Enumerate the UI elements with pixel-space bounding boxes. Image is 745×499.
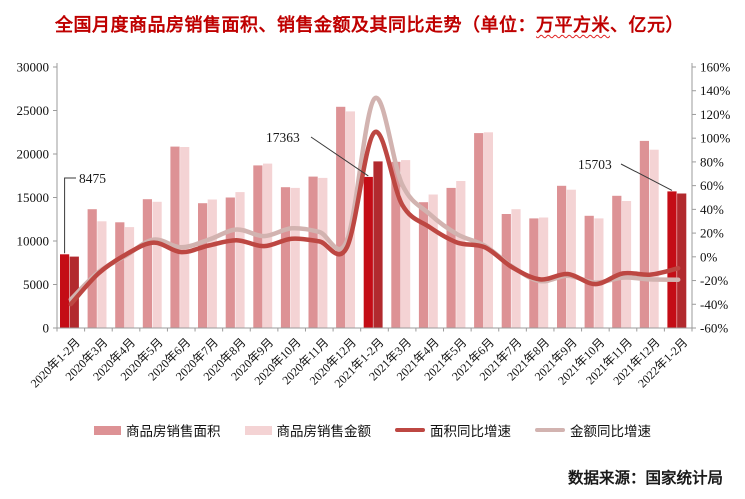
legend-bar-swatch-area: [94, 425, 121, 435]
chart-title-suffix: 、亿元）: [610, 15, 684, 36]
bar-商品房销售金额-2020年11月: [318, 177, 328, 328]
legend-item-area-yoy: 面积同比增速: [395, 420, 511, 440]
bar-商品房销售面积-2021年7月: [501, 214, 511, 328]
legend-label: 面积同比增速: [430, 424, 511, 440]
bar-商品房销售金额-2022年1-2月: [677, 193, 687, 328]
legend-line-swatch-amount-yoy: [535, 428, 565, 432]
y-right-tick: -40%: [700, 297, 728, 312]
y-right-tick: -20%: [700, 273, 728, 288]
legend-label: 金额同比增速: [570, 424, 651, 440]
line-面积同比增速: [68, 130, 681, 307]
bar-商品房销售面积-2021年3月: [391, 161, 401, 328]
y-right-tick: 40%: [700, 202, 724, 217]
bar-商品房销售面积-2022年1-2月: [667, 191, 677, 328]
legend-item-sales-area: 商品房销售面积: [94, 420, 221, 440]
data-label-callout: 17363: [266, 130, 300, 145]
y-left-tick: 15000: [17, 190, 50, 205]
chart-title: 全国月度商品房销售面积、销售金额及其同比走势（单位：万平方米、亿元）: [55, 11, 715, 37]
legend-label: 商品房销售面积: [126, 424, 221, 440]
y-right-tick: 100%: [700, 131, 731, 146]
legend-item-sales-amount: 商品房销售金额: [244, 420, 372, 440]
bar-商品房销售金额-2020年5月: [152, 201, 162, 328]
bar-商品房销售金额-2020年7月: [207, 199, 217, 328]
bar-商品房销售面积-2020年11月: [308, 176, 318, 328]
bar-商品房销售金额-2021年8月: [539, 217, 549, 328]
bar-商品房销售面积-2020年8月: [225, 197, 235, 328]
bar-商品房销售面积-2020年12月: [336, 106, 346, 328]
legend-label: 商品房销售金额: [276, 424, 372, 440]
y-right-tick: 80%: [700, 154, 724, 169]
bar-商品房销售金额-2021年4月: [428, 194, 438, 328]
bar-商品房销售金额-2021年6月: [483, 132, 493, 329]
bar-商品房销售面积-2021年4月: [418, 202, 429, 328]
bar-商品房销售面积-2020年10月: [280, 187, 291, 328]
y-right-tick: -60%: [700, 321, 728, 336]
chart-title-text: 全国月度商品房销售面积、销售金额及其同比走势（单位：: [55, 15, 536, 36]
bar-商品房销售面积-2020年5月: [142, 199, 152, 328]
bar-商品房销售金额-2020年3月: [97, 221, 107, 328]
chart-legend: 商品房销售面积 商品房销售金额 面积同比增速 金额同比增速: [0, 420, 745, 440]
bar-商品房销售金额-2020年6月: [180, 147, 190, 328]
bar-商品房销售金额-2021年10月: [594, 218, 604, 328]
bar-商品房销售面积-2021年10月: [584, 215, 594, 328]
bar-商品房销售面积-2021年8月: [529, 218, 539, 328]
bar-商品房销售面积-2021年6月: [474, 133, 484, 328]
bar-商品房销售金额-2020年1-2月: [69, 256, 79, 328]
bar-商品房销售面积-2020年1-2月: [60, 254, 70, 328]
y-right-tick: 60%: [700, 178, 724, 193]
bar-商品房销售金额-2021年12月: [649, 149, 659, 328]
bar-商品房销售金额-2021年5月: [456, 181, 466, 328]
legend-line-swatch-area-yoy: [395, 428, 425, 432]
bar-商品房销售金额-2021年9月: [566, 189, 576, 328]
bar-商品房销售金额-2020年8月: [235, 192, 245, 328]
y-left-tick: 5000: [23, 277, 49, 292]
data-source-caption: 数据来源：国家统计局: [567, 468, 723, 487]
bar-商品房销售面积-2020年7月: [198, 203, 208, 328]
bar-商品房销售金额-2021年1-2月: [373, 161, 383, 328]
bar-商品房销售面积-2020年6月: [170, 146, 180, 328]
data-label-callout: 15703: [578, 157, 612, 172]
bar-商品房销售金额-2020年4月: [124, 227, 135, 328]
bar-商品房销售面积-2020年4月: [115, 222, 125, 328]
legend-item-amount-yoy: 金额同比增速: [535, 420, 651, 440]
bar-商品房销售面积-2021年9月: [557, 185, 567, 328]
y-right-tick: 0%: [700, 249, 718, 264]
bar-商品房销售金额-2021年3月: [401, 160, 411, 328]
bar-商品房销售金额-2020年10月: [290, 187, 300, 328]
bar-商品房销售面积-2021年1-2月: [363, 176, 373, 328]
bar-商品房销售面积-2021年5月: [446, 187, 456, 328]
y-left-tick: 0: [43, 321, 50, 336]
bar-商品房销售面积-2021年12月: [639, 140, 649, 328]
y-right-tick: 160%: [700, 60, 731, 75]
bar-商品房销售金额-2021年11月: [621, 201, 632, 328]
bar-商品房销售面积-2021年11月: [612, 195, 622, 328]
y-right-tick: 120%: [700, 107, 731, 122]
y-left-tick: 10000: [17, 234, 50, 249]
data-label-callout: 8475: [79, 171, 106, 186]
y-right-tick: 20%: [700, 226, 724, 241]
combo-chart-canvas: 0 5000 10000 15000 20000 25000 30000 -60% -40% -2…: [17, 60, 731, 391]
bar-商品房销售面积-2020年3月: [87, 209, 97, 328]
y-left-tick: 30000: [17, 60, 50, 75]
y-left-tick: 25000: [17, 103, 50, 118]
y-right-tick: 140%: [700, 83, 731, 98]
y-left-tick: 20000: [17, 147, 50, 162]
legend-bar-swatch-amount: [244, 425, 272, 435]
chart-title-spellcheck-word: 万平方米: [536, 15, 610, 36]
